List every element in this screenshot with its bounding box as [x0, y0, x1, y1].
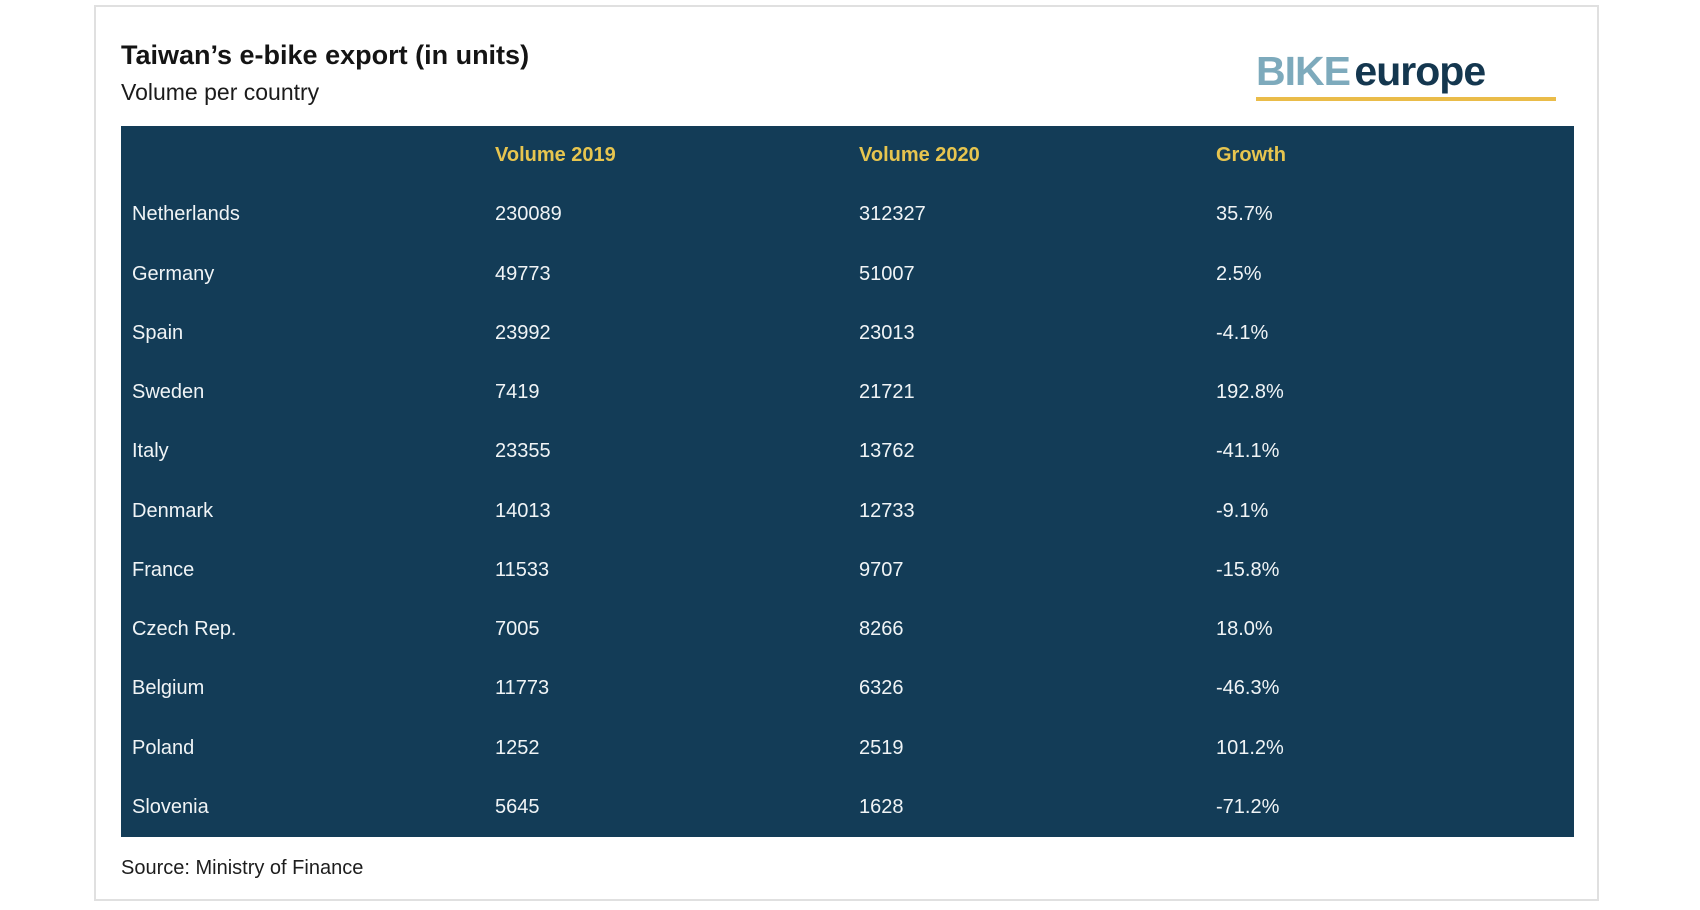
cell-country: Poland — [132, 736, 195, 759]
table-header-row: Volume 2019 Volume 2020 Growth — [121, 126, 1574, 185]
table-row: Italy 23355 13762 -41.1% — [121, 422, 1574, 481]
cell-growth: 192.8% — [1216, 381, 1284, 404]
cell-volume-2020: 23013 — [859, 321, 915, 344]
cell-volume-2020: 12733 — [859, 499, 915, 522]
cell-volume-2019: 23992 — [495, 321, 551, 344]
cell-volume-2019: 49773 — [495, 262, 551, 285]
cell-volume-2019: 11533 — [495, 558, 550, 581]
header-growth: Growth — [1216, 144, 1286, 167]
bike-europe-logo: BIKE europe — [1256, 51, 1556, 101]
cell-volume-2020: 2519 — [859, 736, 904, 759]
cell-volume-2020: 9707 — [859, 558, 904, 581]
cell-volume-2020: 13762 — [859, 440, 915, 463]
cell-country: Germany — [132, 262, 215, 285]
table-row: Denmark 14013 12733 -9.1% — [121, 482, 1574, 541]
logo-text-bike: BIKE — [1256, 48, 1351, 94]
cell-growth: 35.7% — [1216, 203, 1273, 226]
table-row: Netherlands 230089 312327 35.7% — [121, 185, 1574, 244]
table-row: Poland 1252 2519 101.2% — [121, 719, 1574, 778]
cell-country: Czech Rep. — [132, 618, 237, 641]
cell-country: Denmark — [132, 499, 214, 522]
cell-growth: -9.1% — [1216, 499, 1269, 522]
cell-volume-2020: 6326 — [859, 677, 904, 700]
cell-growth: -41.1% — [1216, 440, 1280, 463]
cell-growth: -4.1% — [1216, 321, 1269, 344]
table-row: Germany 49773 51007 2.5% — [121, 245, 1574, 304]
cell-volume-2019: 230089 — [495, 203, 562, 226]
cell-volume-2019: 14013 — [495, 499, 551, 522]
cell-growth: -15.8% — [1216, 558, 1280, 581]
header-volume-2020: Volume 2020 — [859, 144, 980, 167]
cell-volume-2020: 8266 — [859, 618, 904, 641]
cell-growth: 18.0% — [1216, 618, 1273, 641]
page-title: Taiwan’s e-bike export (in units) — [121, 40, 530, 70]
cell-growth: 2.5% — [1216, 262, 1262, 285]
cell-growth: -71.2% — [1216, 795, 1280, 818]
table-row: Belgium 11773 6326 -46.3% — [121, 659, 1574, 718]
export-volume-table: Volume 2019 Volume 2020 Growth Netherlan… — [121, 126, 1574, 837]
logo-underline — [1256, 97, 1556, 101]
cell-volume-2019: 7419 — [495, 381, 540, 404]
cell-country: Sweden — [132, 381, 205, 404]
cell-country: France — [132, 558, 195, 581]
cell-volume-2019: 5645 — [495, 795, 540, 818]
cell-volume-2020: 21721 — [859, 381, 915, 404]
cell-country: Italy — [132, 440, 169, 463]
table-row: Sweden 7419 21721 192.8% — [121, 363, 1574, 422]
page-subtitle: Volume per country — [121, 79, 320, 105]
cell-volume-2020: 312327 — [859, 203, 926, 226]
cell-country: Spain — [132, 321, 184, 344]
table-row: Slovenia 5645 1628 -71.2% — [121, 778, 1574, 837]
cell-volume-2019: 23355 — [495, 440, 551, 463]
cell-growth: 101.2% — [1216, 736, 1284, 759]
header-volume-2019: Volume 2019 — [495, 144, 616, 167]
table-row: Czech Rep. 7005 8266 18.0% — [121, 600, 1574, 659]
cell-volume-2020: 51007 — [859, 262, 915, 285]
cell-volume-2019: 11773 — [495, 677, 550, 700]
cell-volume-2019: 1252 — [495, 736, 540, 759]
table-row: Spain 23992 23013 -4.1% — [121, 304, 1574, 363]
logo-text-europe: europe — [1354, 48, 1486, 94]
cell-country: Belgium — [132, 677, 205, 700]
cell-country: Slovenia — [132, 795, 209, 818]
cell-volume-2019: 7005 — [495, 618, 540, 641]
table-row: France 11533 9707 -15.8% — [121, 541, 1574, 600]
cell-volume-2020: 1628 — [859, 795, 904, 818]
cell-growth: -46.3% — [1216, 677, 1280, 700]
infographic-card: Taiwan’s e-bike export (in units) Volume… — [94, 5, 1599, 901]
source-note: Source: Ministry of Finance — [121, 857, 364, 879]
cell-country: Netherlands — [132, 203, 240, 226]
